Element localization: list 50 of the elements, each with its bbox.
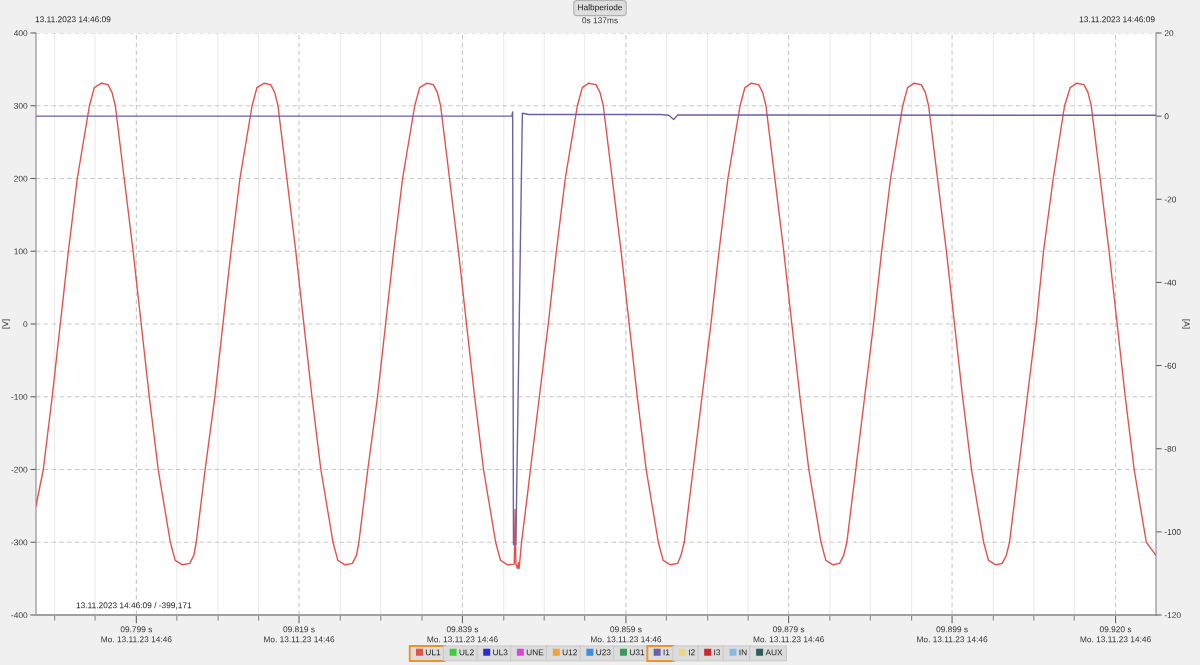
x-tick-label: 09.839 s bbox=[446, 626, 479, 633]
y-tick-label: 400 bbox=[13, 30, 28, 37]
text: Mo. 13.11.23 14:46 bbox=[264, 636, 335, 643]
y-tick-label: 0 bbox=[23, 321, 28, 328]
legend-label: I1 bbox=[663, 649, 670, 656]
y-tick-label: 300 bbox=[14, 102, 28, 109]
legend-label: UNE bbox=[526, 649, 544, 656]
text: Mo. 13.11.23 14:46 bbox=[1080, 636, 1151, 643]
legend-label: U23 bbox=[596, 649, 611, 656]
y2-tick-label: -20 bbox=[1164, 196, 1177, 203]
text: Mo. 13.11.23 14:46 bbox=[917, 636, 988, 643]
chart-subtitle: 0s 137ms bbox=[582, 17, 618, 24]
legend-label: I2 bbox=[689, 649, 695, 656]
x-tick-label: 09.799 s bbox=[120, 626, 153, 633]
text: Mo. 13.11.23 14:46 bbox=[427, 636, 498, 643]
y-tick-label: 200 bbox=[14, 175, 28, 182]
legend-label: UL2 bbox=[459, 649, 474, 656]
legend-label: UL1 bbox=[425, 649, 441, 656]
y2-tick-label: -60 bbox=[1164, 362, 1177, 369]
x-tick-label: 09.920 s bbox=[1099, 626, 1132, 633]
y2-tick-label: -40 bbox=[1164, 279, 1177, 286]
text: 13.11.2023 14:46:09 bbox=[1079, 16, 1155, 23]
y2-tick-label: 20 bbox=[1164, 30, 1174, 37]
legend-label: IN bbox=[739, 649, 747, 656]
text: 13.11.2023 14:46:09 bbox=[35, 16, 111, 23]
y-tick-label: 100 bbox=[14, 248, 28, 255]
legend-label: U31 bbox=[629, 649, 645, 656]
y-axis-title: [V] bbox=[2, 319, 10, 329]
y-tick-label: -400 bbox=[11, 612, 28, 619]
text: Mo. 13.11.23 14:46 bbox=[101, 636, 172, 643]
legend-label: I3 bbox=[714, 649, 721, 656]
x-tick-label: 09.819 s bbox=[283, 626, 315, 633]
y-tick-label: -200 bbox=[11, 466, 28, 473]
y2-tick-label: 0 bbox=[1164, 113, 1169, 120]
x-tick-label: 09.899 s bbox=[936, 626, 968, 633]
legend-label: U12 bbox=[562, 649, 577, 656]
x-tick-label: 09.859 s bbox=[610, 626, 642, 633]
y-tick-label: -100 bbox=[11, 393, 28, 400]
text: Mo. 13.11.23 14:46 bbox=[753, 636, 824, 643]
y2-tick-label: -80 bbox=[1164, 445, 1177, 452]
legend-label: AUX bbox=[765, 649, 783, 656]
chart-title: Halbperiode bbox=[578, 4, 623, 12]
y2-tick-label: -100 bbox=[1164, 529, 1181, 535]
text: Mo. 13.11.23 14:46 bbox=[591, 636, 662, 643]
legend-label: UL3 bbox=[493, 649, 508, 656]
y-tick-label: -300 bbox=[11, 539, 28, 546]
x-tick-label: 09.879 s bbox=[772, 626, 805, 633]
y2-tick-label: -120 bbox=[1164, 612, 1181, 619]
y2-axis-title: [A] bbox=[1182, 319, 1190, 329]
annotation: 13.11.2023 14:46:09 / -399,171 bbox=[76, 602, 192, 610]
